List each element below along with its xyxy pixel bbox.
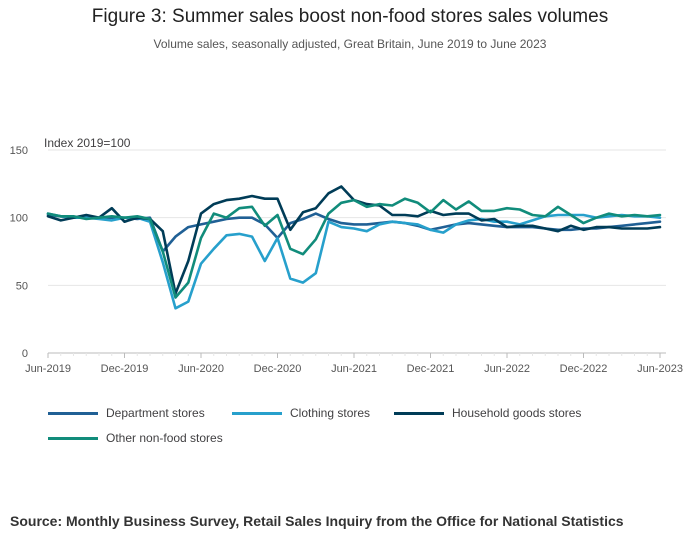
series-layer <box>46 185 662 310</box>
series-line-other[interactable] <box>46 197 662 299</box>
legend-label-clothing: Clothing stores <box>290 406 371 420</box>
x-axis: Jun-2019 Dec-2019 Jun-2020 Dec-2020 Jun-2021… <box>25 353 683 375</box>
x-tick-label-8: Jun-2023 <box>637 363 683 375</box>
legend-swatch-clothing <box>232 411 282 415</box>
x-tick-label-2: Jun-2020 <box>178 363 224 375</box>
legend-item-other[interactable]: Other non-food stores <box>48 431 223 445</box>
y-tick-label-150: 150 <box>10 145 28 157</box>
legend-swatch-department <box>48 411 98 415</box>
y-tick-label-100: 100 <box>10 213 28 225</box>
legend-item-clothing[interactable]: Clothing stores <box>232 406 370 420</box>
x-tick-label-7: Dec-2022 <box>560 363 608 375</box>
legend-swatch-other <box>48 436 98 440</box>
x-tick-label-1: Dec-2019 <box>101 363 149 375</box>
legend-swatch-household <box>394 411 444 415</box>
series-line-household[interactable] <box>46 185 662 295</box>
x-tick-label-3: Dec-2020 <box>254 363 302 375</box>
chart-subtitle: Volume sales, seasonally adjusted, Great… <box>153 37 547 51</box>
legend-item-household[interactable]: Household goods stores <box>394 406 581 420</box>
grid-layer: 0 50 100 150 <box>10 145 666 360</box>
y-tick-label-0: 0 <box>22 348 28 360</box>
line-chart: 0 50 100 150 Jun-2019 Dec-2019 Jun-2020 Dec-20… <box>10 145 683 375</box>
x-tick-label-5: Dec-2021 <box>407 363 455 375</box>
x-tick-label-4: Jun-2021 <box>331 363 377 375</box>
legend-label-household: Household goods stores <box>452 406 582 420</box>
source-note: Source: Monthly Business Survey, Retail … <box>10 513 624 529</box>
x-tick-label-6: Jun-2022 <box>484 363 530 375</box>
y-tick-label-50: 50 <box>16 280 28 292</box>
y-axis-label: Index 2019=100 <box>44 136 131 150</box>
legend-item-department[interactable]: Department stores <box>48 406 205 420</box>
legend-label-department: Department stores <box>106 406 205 420</box>
chart-title: Figure 3: Summer sales boost non-food st… <box>91 6 609 27</box>
x-tick-label-0: Jun-2019 <box>25 363 71 375</box>
legend-label-other: Other non-food stores <box>106 431 223 445</box>
